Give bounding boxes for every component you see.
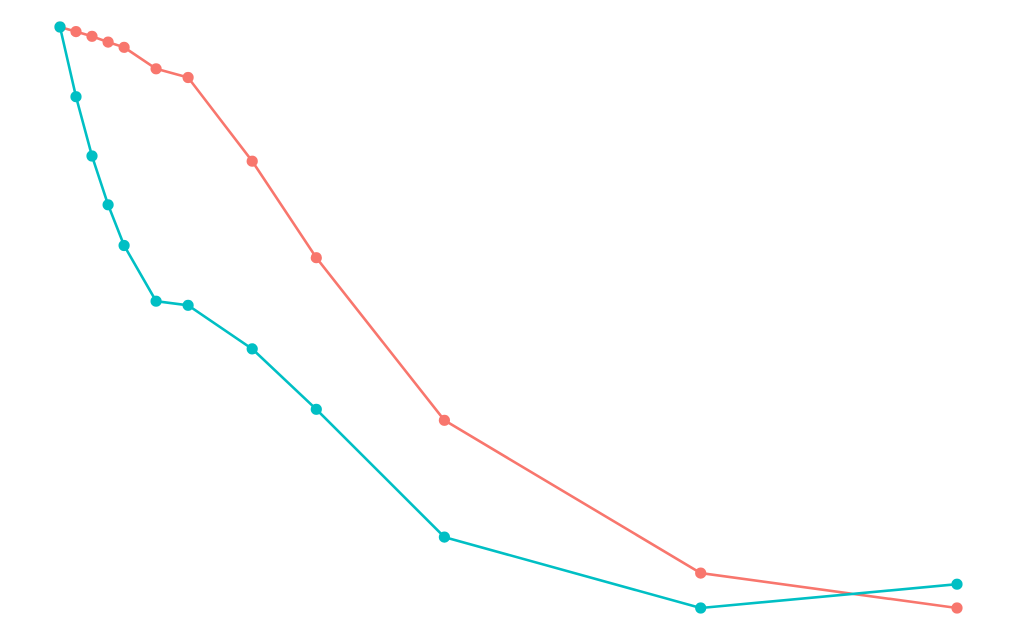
series-1-point-2: [70, 26, 82, 38]
series-1-point-12: [951, 602, 963, 614]
series-1-point-11: [695, 567, 707, 579]
series-1-point-4: [102, 36, 114, 48]
series-1-point-8: [246, 155, 258, 167]
series-2-point-11: [695, 602, 707, 614]
series-1-line: [58, 25, 959, 610]
series-2-line: [58, 25, 959, 610]
series-2-point-8: [246, 343, 258, 355]
series-2-point-1: [54, 21, 66, 33]
series-2-point-7: [182, 299, 194, 311]
series-1-point-7: [182, 71, 194, 84]
series-layer: [54, 21, 963, 614]
series-1-point-3: [86, 30, 98, 42]
series-2-point-10: [438, 531, 450, 543]
series-2-point-12: [951, 578, 963, 590]
series-1-point-9: [310, 252, 322, 264]
series-2-point-9: [310, 403, 322, 415]
series-2-point-6: [150, 295, 162, 307]
series-2-point-5: [118, 239, 130, 252]
series-2-point-3: [86, 150, 98, 162]
series-1-point-10: [438, 414, 450, 426]
series-1: [54, 21, 963, 614]
series-2-point-2: [70, 91, 82, 103]
series-1-point-5: [118, 41, 130, 53]
series-2-point-4: [102, 199, 114, 211]
series-2: [54, 21, 963, 614]
series-1-point-6: [150, 63, 162, 75]
